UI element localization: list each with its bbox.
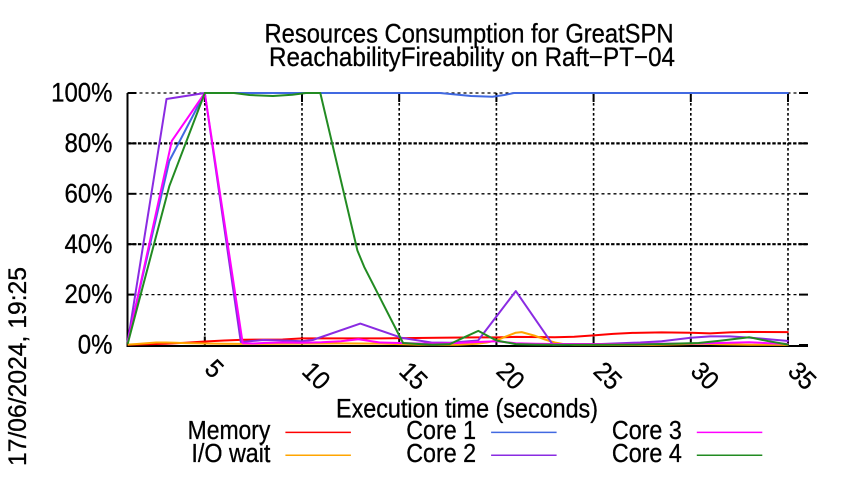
svg-text:Memory: Memory bbox=[188, 417, 271, 445]
svg-text:40%: 40% bbox=[65, 229, 113, 259]
svg-text:ReachabilityFireability on Raf: ReachabilityFireability on Raft−PT−04 bbox=[269, 42, 675, 72]
svg-text:Core 1: Core 1 bbox=[406, 417, 476, 445]
svg-text:60%: 60% bbox=[65, 178, 113, 208]
svg-text:20%: 20% bbox=[65, 279, 113, 309]
svg-text:0%: 0% bbox=[78, 330, 113, 360]
svg-text:Execution time (seconds): Execution time (seconds) bbox=[336, 394, 598, 424]
svg-text:Core 4: Core 4 bbox=[612, 440, 682, 468]
svg-text:Core 3: Core 3 bbox=[612, 417, 682, 445]
svg-text:I/O wait: I/O wait bbox=[191, 440, 270, 468]
svg-text:80%: 80% bbox=[65, 128, 113, 158]
svg-text:Resources Consumption for Grea: Resources Consumption for GreatSPN bbox=[265, 19, 674, 49]
svg-text:100%: 100% bbox=[51, 78, 112, 108]
svg-text:17/06/2024, 19:25: 17/06/2024, 19:25 bbox=[4, 267, 32, 466]
svg-text:Core 2: Core 2 bbox=[406, 440, 476, 468]
